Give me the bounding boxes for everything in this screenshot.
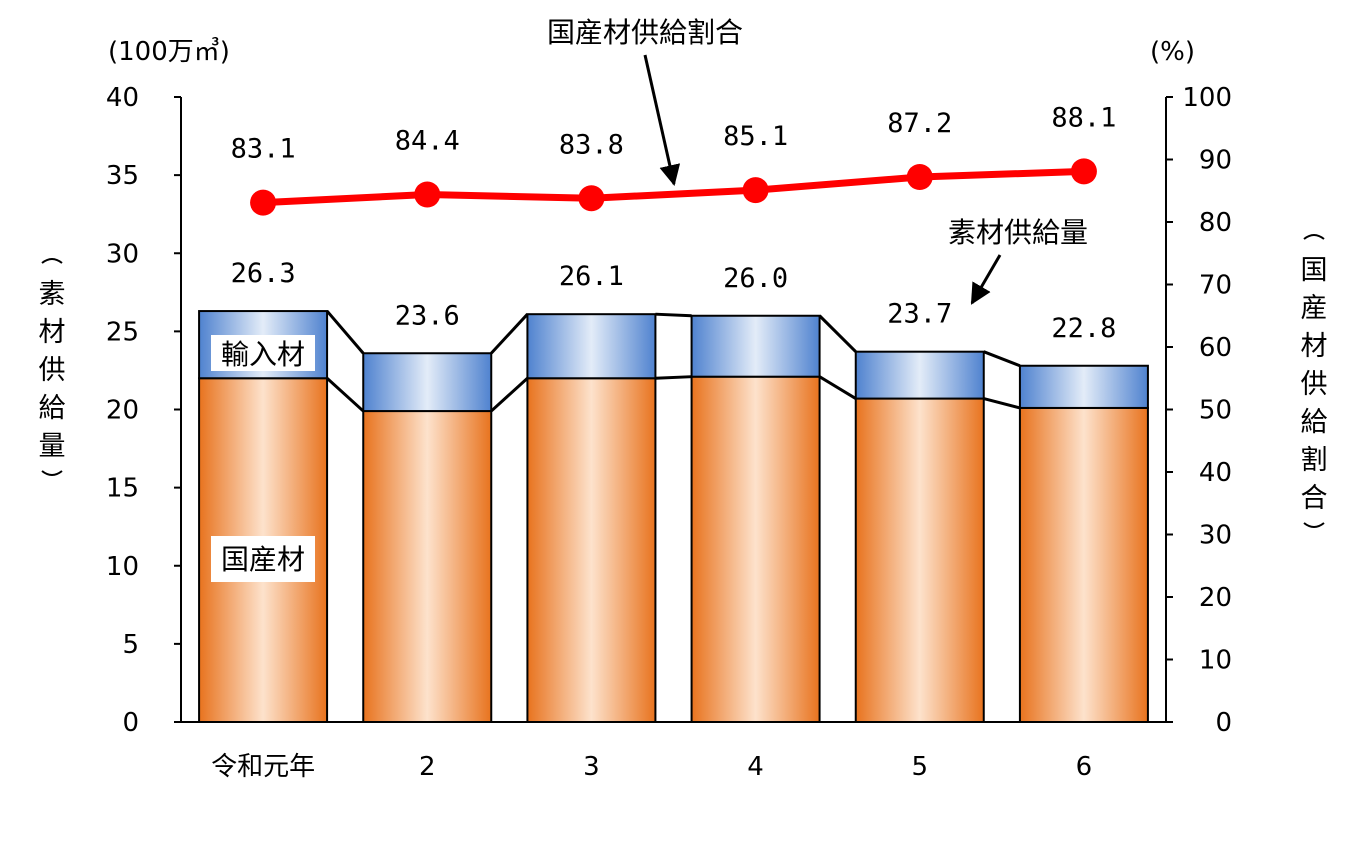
category-label: 4: [747, 752, 764, 782]
left-tick-label: 0: [122, 708, 139, 738]
domestic-label-box: 国産材: [211, 536, 315, 582]
axis-title-char: 材: [1301, 331, 1328, 362]
bar-domestic: [362, 410, 493, 723]
axis-title-char: 量: [39, 431, 66, 462]
right-tick-label: 60: [1199, 333, 1232, 363]
left-tick-label: 10: [106, 552, 139, 582]
title-bracket-close: [41, 470, 63, 476]
axis-title-char: 材: [39, 317, 66, 348]
right-axis-title: 国産材供給割合: [1301, 234, 1328, 528]
bar-domestic: [526, 377, 657, 723]
right-tick-label: 100: [1182, 83, 1232, 113]
axis-title-char: 国: [1301, 255, 1328, 286]
bar-domestic: [690, 375, 821, 723]
category-label: 2: [419, 752, 436, 782]
right-tick-label: 0: [1215, 708, 1232, 738]
right-tick-label: 80: [1199, 208, 1232, 238]
bar-total-arrow: [970, 254, 1002, 305]
total-data-label: 23.6: [395, 300, 460, 331]
axis-title-char: 素: [39, 279, 66, 310]
bar-total-annotation: 素材供給量: [948, 216, 1088, 249]
left-tick-label: 15: [106, 474, 139, 504]
bar-imported: [362, 352, 493, 413]
connector-total: [325, 310, 365, 355]
right-tick-label: 40: [1199, 458, 1232, 488]
total-data-label: 26.3: [231, 258, 296, 289]
right-tick-label: 10: [1199, 646, 1232, 676]
right-tick-label: 70: [1199, 271, 1232, 301]
total-data-label: 22.8: [1051, 313, 1116, 344]
ratio-point: [742, 177, 769, 204]
total-data-label: 23.7: [887, 299, 952, 330]
ratio-line-annotation: 国産材供給割合: [547, 16, 743, 49]
ratio-point: [578, 185, 605, 212]
ratio-point: [250, 189, 277, 216]
total-data-label: 26.1: [559, 261, 624, 292]
connector-domestic: [818, 375, 857, 400]
imported-label: 輸入材: [221, 338, 305, 371]
bar-imported: [1018, 364, 1149, 409]
category-label: 令和元年: [211, 752, 315, 782]
right-tick-label: 50: [1199, 396, 1232, 426]
right-tick-label: 30: [1199, 521, 1232, 551]
axis-title-char: 給: [1301, 407, 1328, 438]
axis-title-char: 合: [1301, 483, 1328, 514]
right-tick-label: 90: [1199, 146, 1232, 176]
connector-total: [818, 314, 857, 353]
axis-title-char: 給: [39, 393, 66, 424]
left-axis-unit: (100万㎥): [108, 37, 230, 67]
domestic-label: 国産材: [221, 543, 305, 576]
connector-domestic: [983, 397, 1021, 410]
ratio-data-label: 88.1: [1051, 102, 1116, 133]
bar-domestic: [854, 397, 985, 723]
ratio-point: [1070, 158, 1097, 185]
total-data-label: 26.0: [723, 263, 788, 294]
axis-title-char: 割: [1301, 445, 1328, 476]
connector-domestic: [326, 377, 365, 413]
axis-title-char: 供: [1301, 369, 1328, 400]
ratio-data-label: 84.4: [395, 126, 460, 157]
bar-imported: [854, 350, 985, 400]
left-tick-label: 40: [106, 83, 139, 113]
connector-total: [490, 313, 529, 355]
ratio-point: [414, 181, 441, 208]
left-tick-label: 35: [106, 161, 139, 191]
axis-title-char: 供: [39, 355, 66, 386]
title-bracket-open: [1303, 234, 1325, 240]
ratio-line: [262, 167, 1085, 207]
connector-total: [983, 350, 1021, 368]
ratio-data-label: 83.1: [231, 134, 296, 165]
ratio-data-label: 83.8: [559, 129, 624, 160]
left-axis-title: 素材供給量: [39, 258, 66, 476]
ratio-point: [906, 164, 933, 190]
category-label: 3: [583, 752, 600, 782]
bar-imported: [526, 313, 657, 380]
ratio-line-arrow: [643, 54, 681, 187]
bar-imported: [690, 314, 821, 378]
left-tick-label: 5: [122, 630, 139, 660]
left-tick-label: 20: [106, 396, 139, 426]
connector-total: [655, 312, 692, 318]
left-tick-label: 25: [106, 317, 139, 347]
ratio-data-label: 85.1: [723, 121, 788, 152]
right-tick-label: 20: [1199, 583, 1232, 613]
bar-domestic: [1018, 406, 1149, 723]
title-bracket-open: [41, 258, 63, 264]
connector-domestic: [490, 377, 529, 413]
connector-domestic: [655, 375, 692, 380]
left-tick-label: 30: [106, 239, 139, 269]
category-label: 6: [1076, 752, 1093, 782]
imported-label-box: 輸入材: [211, 335, 315, 371]
axis-title-char: 産: [1301, 293, 1328, 324]
title-bracket-close: [1303, 522, 1325, 528]
right-axis-unit: (%): [1150, 37, 1195, 67]
ratio-data-label: 87.2: [887, 108, 952, 139]
category-label: 5: [911, 752, 928, 782]
